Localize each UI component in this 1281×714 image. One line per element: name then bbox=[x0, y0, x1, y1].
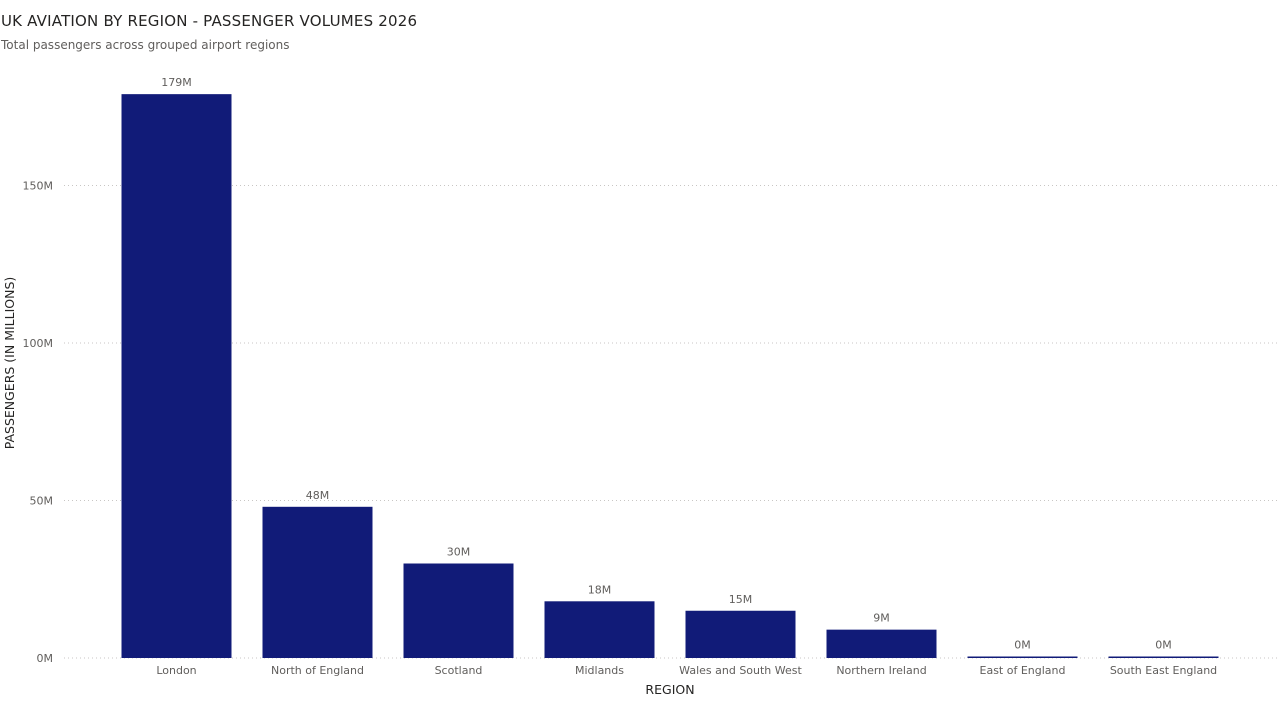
data-label: 15M bbox=[729, 593, 753, 606]
bar bbox=[403, 563, 514, 658]
y-axis-ticks: 0M 50M 100M 150M bbox=[23, 180, 54, 666]
data-label: 30M bbox=[447, 546, 471, 559]
x-tick-label: Northern Ireland bbox=[836, 664, 926, 677]
bar bbox=[544, 601, 655, 658]
data-label: 9M bbox=[873, 612, 890, 625]
bars bbox=[121, 94, 1219, 658]
data-label: 18M bbox=[588, 583, 612, 596]
data-labels: 179M 48M 30M 18M 15M 9M 0M 0M bbox=[161, 76, 1172, 651]
bar bbox=[262, 506, 373, 658]
chart-title: UK AVIATION BY REGION - PASSENGER VOLUME… bbox=[1, 12, 418, 30]
x-tick-label: East of England bbox=[980, 664, 1066, 677]
y-tick-label: 50M bbox=[30, 495, 54, 508]
x-tick-label: Wales and South West bbox=[679, 664, 802, 677]
x-tick-label: Midlands bbox=[575, 664, 624, 677]
y-tick-label: 150M bbox=[23, 180, 54, 193]
bar bbox=[826, 629, 937, 658]
bar bbox=[685, 610, 796, 658]
data-label: 179M bbox=[161, 76, 192, 89]
bar bbox=[1108, 656, 1219, 658]
y-tick-label: 100M bbox=[23, 337, 54, 350]
y-tick-label: 0M bbox=[37, 652, 54, 665]
bar bbox=[967, 656, 1078, 658]
x-tick-label: South East England bbox=[1110, 664, 1217, 677]
data-label: 0M bbox=[1155, 639, 1172, 652]
x-tick-label: North of England bbox=[271, 664, 364, 677]
data-label: 0M bbox=[1014, 639, 1031, 652]
x-tick-label: Scotland bbox=[435, 664, 483, 677]
bar bbox=[121, 94, 232, 658]
y-axis-title: PASSENGERS (IN MILLIONS) bbox=[2, 277, 17, 450]
x-tick-label: London bbox=[156, 664, 196, 677]
x-axis-ticks: London North of England Scotland Midlands Wa… bbox=[156, 664, 1217, 677]
x-axis-title: REGION bbox=[645, 682, 694, 697]
chart-subtitle: Total passengers across grouped airport … bbox=[1, 38, 290, 52]
data-label: 48M bbox=[306, 489, 330, 502]
gridlines bbox=[64, 185, 1278, 659]
